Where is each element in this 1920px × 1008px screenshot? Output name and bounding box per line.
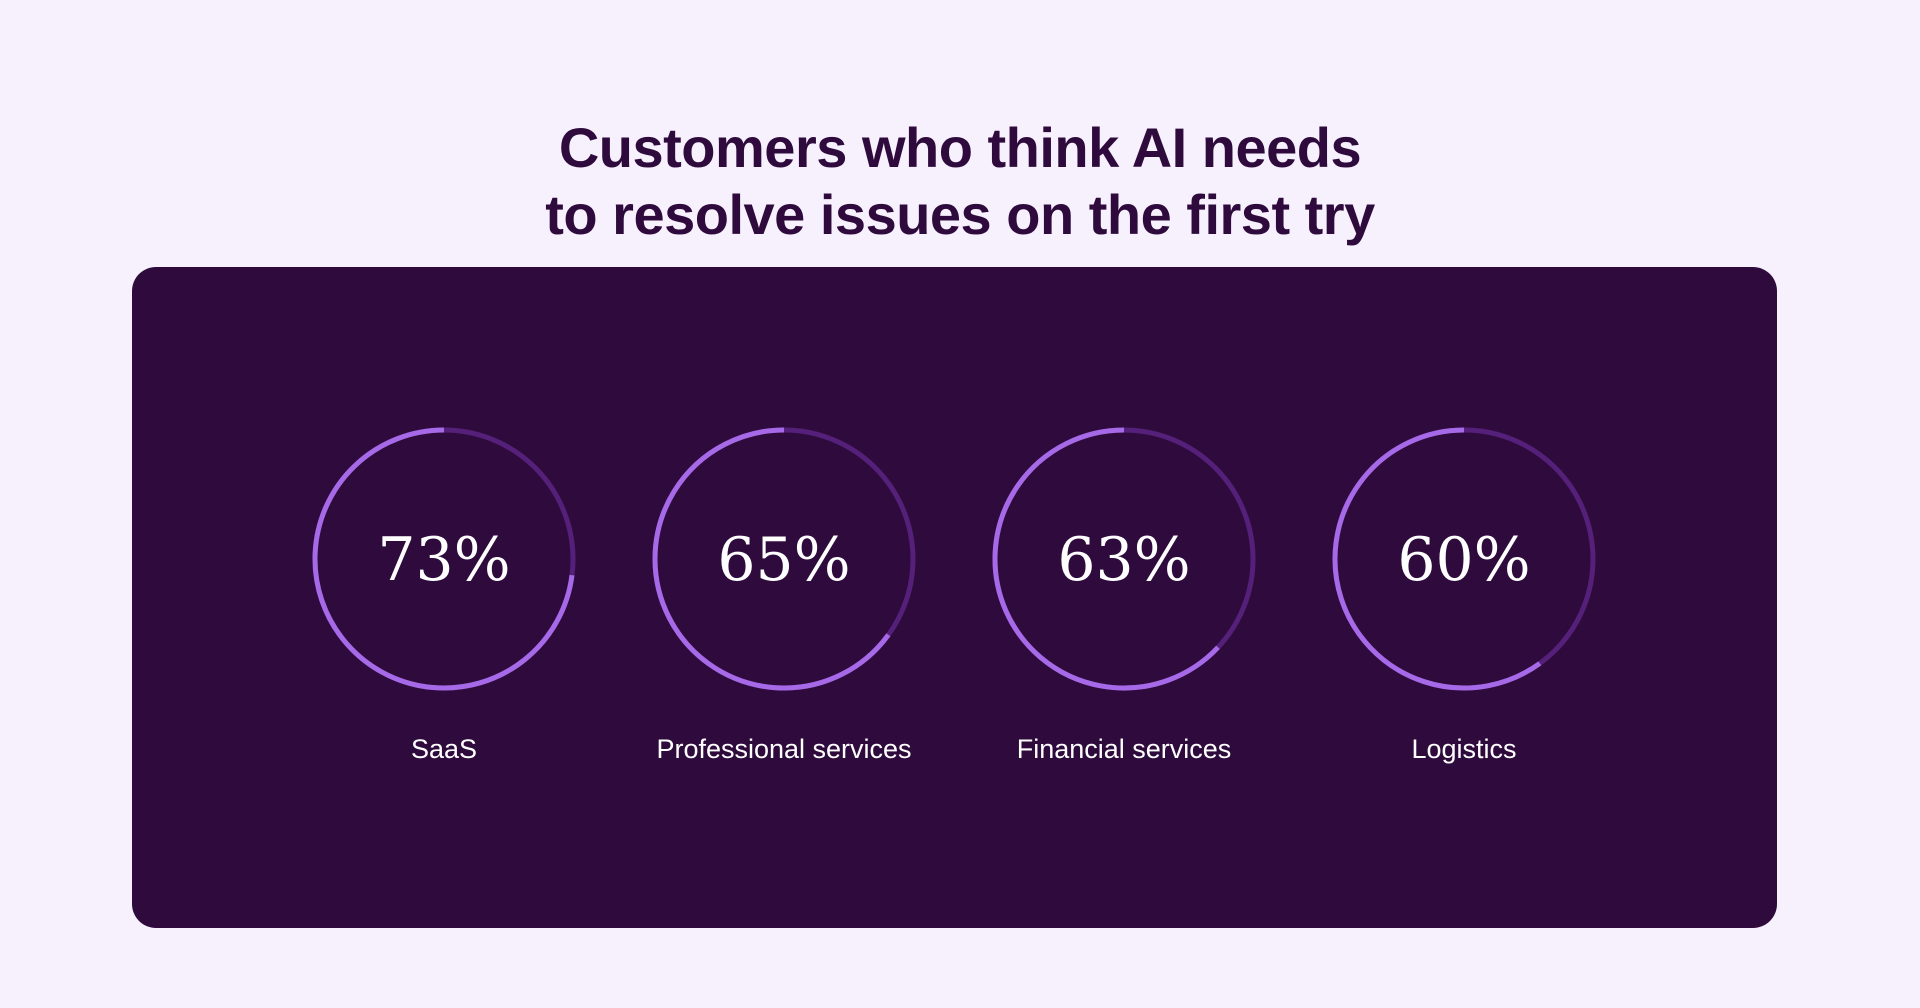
ring-value-label-3: 60%: [1397, 525, 1530, 595]
ring-group-1: 65% Professional services: [652, 427, 916, 764]
ring-value-label-2: 63%: [1057, 525, 1190, 595]
ring-group-0: 73% SaaS: [312, 427, 576, 764]
ring-arc-0: [312, 427, 575, 691]
ring-category-label-0: SaaS: [411, 734, 477, 764]
ring-category-label-3: Logistics: [1411, 734, 1516, 764]
ring-value-label-0: 73%: [377, 525, 510, 595]
donut-chart: 73% SaaS 65% Professional services 63% Financ…: [312, 427, 1596, 764]
ring-arc-1: [652, 427, 891, 691]
chart-title: Customers who think AI needs to resolve …: [0, 114, 1920, 248]
ring-arc-2: [992, 427, 1220, 691]
ring-value-label-1: 65%: [717, 525, 850, 595]
ring-group-2: 63% Financial services: [992, 427, 1256, 764]
ring-group-3: 60% Logistics: [1332, 427, 1596, 764]
chart-title-line-2: to resolve issues on the first try: [545, 182, 1375, 246]
chart-title-line-1: Customers who think AI needs: [558, 115, 1362, 179]
ring-arc-3: [1332, 427, 1542, 691]
chart-panel: 73% SaaS 65% Professional services 63% Financ…: [132, 267, 1777, 928]
ring-category-label-2: Financial services: [1017, 734, 1232, 764]
ring-category-label-1: Professional services: [656, 734, 911, 764]
